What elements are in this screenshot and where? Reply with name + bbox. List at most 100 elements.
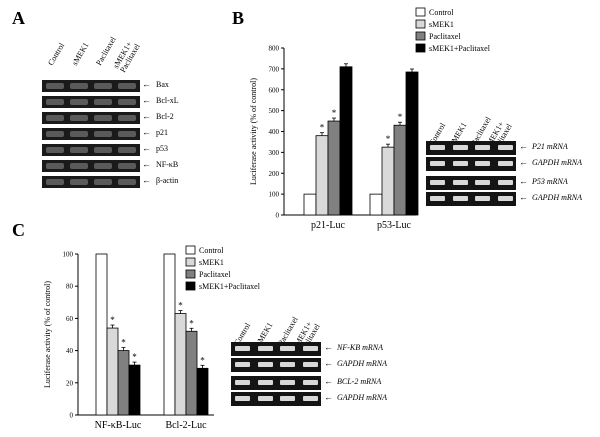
arrow-left-icon: ← bbox=[142, 127, 151, 137]
mrna-label: GAPDH mRNA bbox=[532, 158, 582, 167]
blot-band bbox=[70, 147, 88, 153]
y-tick-label: 200 bbox=[269, 170, 280, 178]
blot-protein-label: Bcl-xL bbox=[156, 96, 179, 105]
blot-band bbox=[118, 99, 136, 105]
arrow-left-icon: ← bbox=[142, 95, 151, 105]
bar bbox=[174, 313, 187, 416]
bar bbox=[303, 193, 317, 216]
bar bbox=[163, 253, 176, 416]
arrow-left-icon: ← bbox=[324, 376, 333, 386]
legend-label: sMEK1+Paclitaxel bbox=[199, 282, 261, 291]
arrow-left-icon: ← bbox=[519, 157, 528, 167]
y-tick-label: 80 bbox=[66, 283, 74, 291]
y-axis-label: Luciferase activity (% of control) bbox=[43, 281, 52, 388]
blot-protein-label: p21 bbox=[156, 128, 168, 137]
panel-a-letter: A bbox=[12, 8, 25, 28]
blot-band bbox=[94, 179, 112, 185]
arrow-left-icon: ← bbox=[142, 175, 151, 185]
y-tick-label: 500 bbox=[269, 107, 280, 115]
gel-band bbox=[280, 396, 295, 401]
gel-band bbox=[257, 380, 273, 385]
gel-band bbox=[497, 161, 513, 166]
gel-band bbox=[302, 362, 318, 367]
blot-band bbox=[46, 99, 64, 105]
y-axis-label: Luciferase activity (% of control) bbox=[249, 78, 258, 185]
blot-band bbox=[46, 131, 64, 137]
blot-band bbox=[118, 163, 136, 169]
gel-band bbox=[302, 346, 318, 351]
gel-band-row bbox=[426, 192, 516, 206]
gel-band-row bbox=[426, 176, 516, 190]
gel-band bbox=[452, 145, 468, 150]
gel-band bbox=[280, 346, 295, 351]
gel-band-row bbox=[231, 392, 321, 406]
arrow-left-icon: ← bbox=[142, 79, 151, 89]
bar bbox=[185, 330, 198, 416]
y-tick-label: 100 bbox=[63, 251, 74, 259]
gel-band bbox=[475, 161, 490, 166]
bar bbox=[339, 66, 353, 216]
significance-mark: * bbox=[398, 112, 403, 122]
y-tick-label: 40 bbox=[66, 347, 74, 355]
gel-band bbox=[302, 380, 318, 385]
blot-band bbox=[70, 115, 88, 121]
legend-swatch bbox=[415, 19, 426, 29]
y-tick-label: 60 bbox=[66, 315, 74, 323]
blot-protein-label: p53 bbox=[156, 144, 168, 153]
arrow-left-icon: ← bbox=[142, 111, 151, 121]
blot-band bbox=[46, 163, 64, 169]
legend-label: sMEK1 bbox=[199, 258, 224, 267]
blot-protein-label: β-actin bbox=[156, 176, 179, 185]
bar bbox=[196, 367, 209, 416]
bar bbox=[381, 146, 395, 216]
legend-swatch bbox=[415, 7, 426, 17]
gel-band bbox=[430, 180, 445, 185]
panel-c-letter: C bbox=[12, 220, 25, 240]
significance-mark: * bbox=[320, 123, 325, 133]
legend-swatch bbox=[415, 31, 426, 41]
blot-band bbox=[70, 99, 88, 105]
gel-band bbox=[452, 180, 468, 185]
blot-band bbox=[94, 131, 112, 137]
lane-label-smek1: sMEK1 bbox=[70, 40, 91, 67]
mrna-label: BCL-2 mRNA bbox=[337, 377, 382, 386]
mrna-label: GAPDH mRNA bbox=[337, 359, 387, 368]
blot-band bbox=[118, 131, 136, 137]
gel-band bbox=[430, 196, 445, 201]
y-tick-label: 0 bbox=[276, 212, 280, 220]
blot-band bbox=[94, 83, 112, 89]
blot-band-row bbox=[42, 144, 140, 156]
lane-label-combo: sMEK1+ Paclitaxel bbox=[111, 40, 142, 74]
gel-band bbox=[452, 196, 468, 201]
significance-mark: * bbox=[200, 355, 205, 365]
legend-swatch bbox=[185, 245, 196, 255]
bar bbox=[393, 124, 407, 216]
mrna-label: P21 mRNA bbox=[532, 142, 568, 151]
legend-swatch bbox=[415, 43, 426, 53]
blot-band bbox=[70, 163, 88, 169]
blot-band bbox=[94, 99, 112, 105]
arrow-left-icon: ← bbox=[519, 141, 528, 151]
blot-band bbox=[70, 179, 88, 185]
gel-band bbox=[257, 362, 273, 367]
significance-mark: * bbox=[386, 134, 391, 144]
gel-band-row bbox=[426, 141, 516, 155]
gel-band bbox=[280, 362, 295, 367]
legend-label: Control bbox=[199, 246, 224, 255]
blot-band bbox=[70, 131, 88, 137]
blot-band bbox=[70, 83, 88, 89]
blot-band bbox=[118, 179, 136, 185]
blot-protein-label: NF-κB bbox=[156, 160, 179, 169]
y-tick-label: 20 bbox=[66, 379, 74, 387]
y-tick-label: 700 bbox=[269, 65, 280, 73]
arrow-left-icon: ← bbox=[324, 358, 333, 368]
blot-band bbox=[46, 115, 64, 121]
legend-label: Control bbox=[429, 8, 454, 17]
bar bbox=[106, 327, 119, 416]
gel-band bbox=[497, 196, 513, 201]
category-label: p21-Luc bbox=[311, 220, 345, 231]
gel-band bbox=[235, 396, 250, 401]
arrow-left-icon: ← bbox=[324, 392, 333, 402]
gel-band bbox=[475, 180, 490, 185]
legend-label: sMEK1+Paclitaxel bbox=[429, 44, 491, 53]
